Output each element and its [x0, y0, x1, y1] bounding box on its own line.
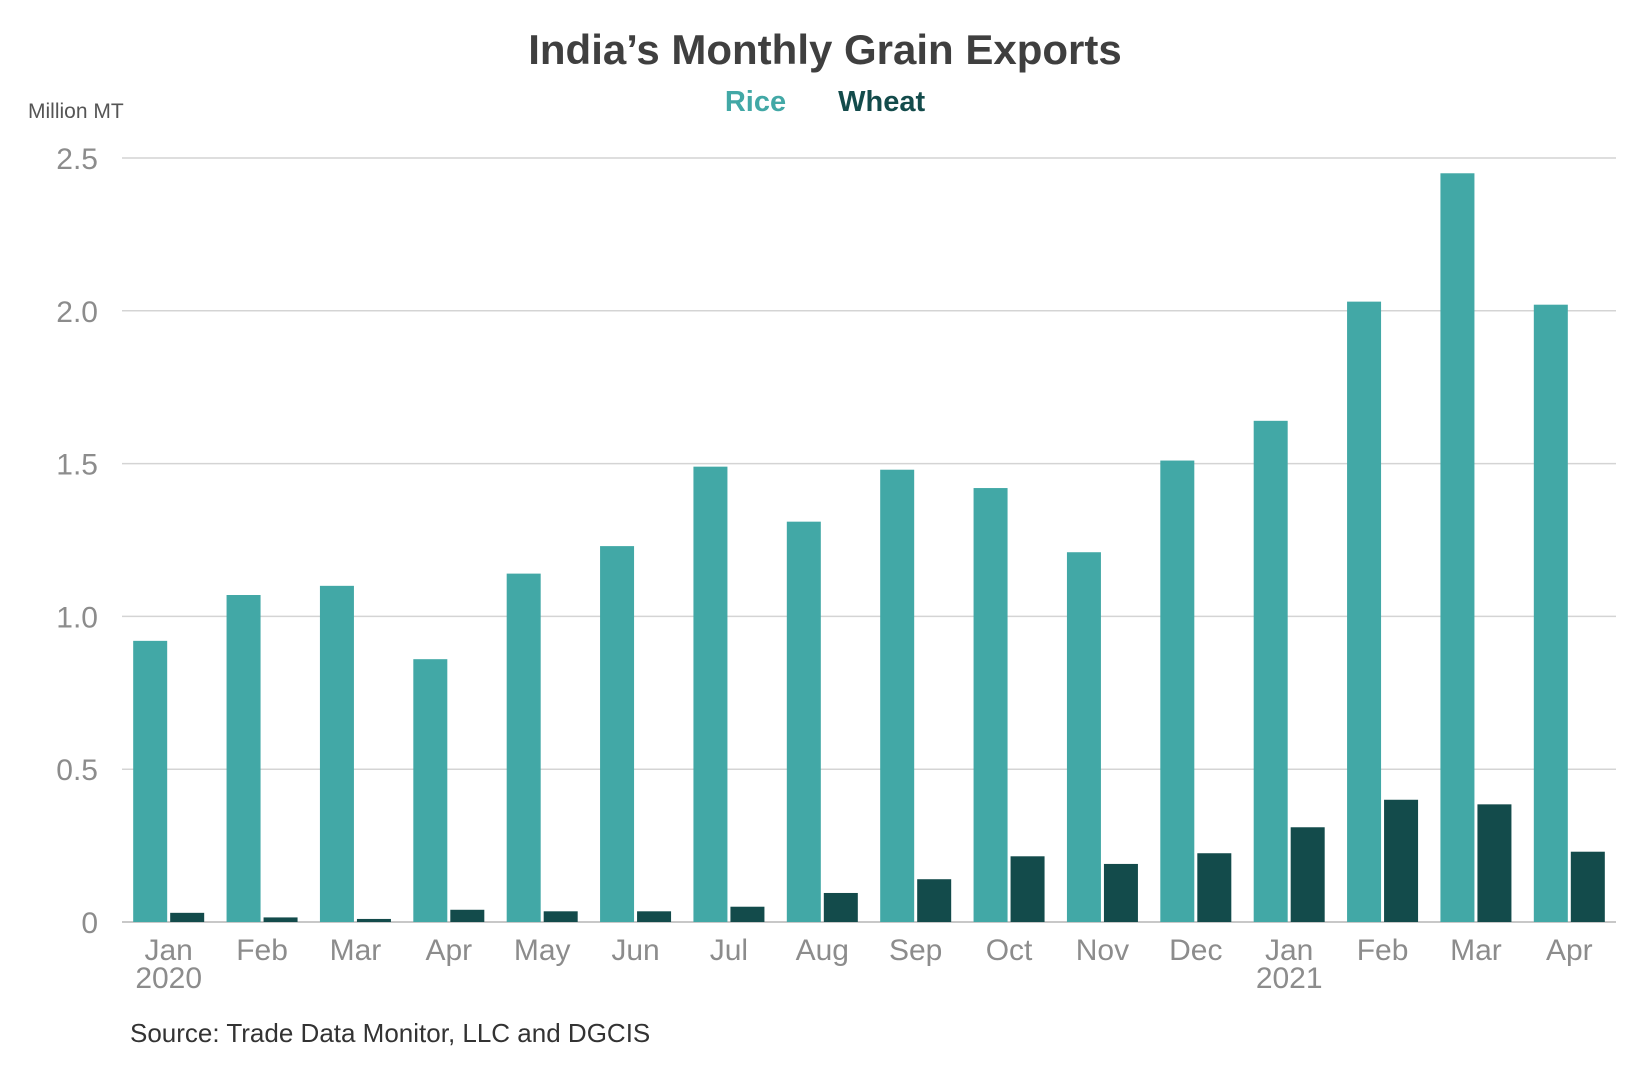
bar-wheat: [356, 918, 391, 922]
bar-rice: [880, 469, 915, 922]
bar-wheat: [263, 917, 298, 922]
bar-rice: [1533, 304, 1568, 922]
bar-rice: [133, 640, 168, 922]
x-tick-label: Feb: [236, 934, 288, 967]
y-tick-label: 2.0: [56, 296, 98, 329]
bar-wheat: [1010, 856, 1045, 922]
x-tick-label: Jul: [710, 934, 748, 967]
x-tick-label: May: [514, 934, 571, 967]
y-tick-label: 0.5: [56, 754, 98, 787]
x-tick-label: Aug: [796, 934, 849, 967]
bar-wheat: [1197, 853, 1232, 922]
bar-wheat: [637, 911, 672, 922]
bar-wheat: [170, 912, 205, 922]
x-tick-year-label: 2020: [135, 962, 202, 995]
y-axis-label: Million MT: [28, 100, 124, 123]
bar-rice: [973, 488, 1008, 922]
x-tick-label: Oct: [986, 934, 1033, 967]
bar-wheat: [1570, 851, 1605, 922]
legend: Rice Wheat: [0, 86, 1650, 119]
bars: [133, 173, 1605, 923]
x-tick-label: Jun: [611, 934, 659, 967]
bar-rice: [786, 521, 821, 922]
bar-wheat: [1103, 863, 1138, 922]
chart-title: India’s Monthly Grain Exports: [528, 26, 1122, 73]
x-tick-year-label: 2021: [1256, 962, 1323, 995]
x-tick-label: Mar: [330, 934, 382, 967]
bar-wheat: [1384, 799, 1419, 922]
x-tick-label: Feb: [1357, 934, 1409, 967]
x-tick-label: Nov: [1076, 934, 1129, 967]
y-tick-label: 1.5: [56, 449, 98, 482]
bar-wheat: [1477, 804, 1512, 922]
bar-rice: [600, 546, 635, 922]
bar-rice: [319, 585, 354, 922]
bar-wheat: [917, 879, 952, 922]
legend-rice: Rice: [724, 86, 787, 118]
x-tick-label: Mar: [1450, 934, 1502, 967]
bar-wheat: [543, 911, 578, 922]
bar-rice: [1440, 173, 1475, 922]
bar-rice: [226, 595, 261, 922]
bar-rice: [413, 659, 448, 922]
bar-rice: [1347, 301, 1382, 923]
y-tick-label: 1.0: [56, 601, 98, 634]
x-tick-label: Apr: [425, 934, 472, 967]
legend-wheat: Wheat: [838, 86, 926, 118]
source-note: Source: Trade Data Monitor, LLC and DGCI…: [130, 1018, 651, 1048]
bar-wheat: [730, 906, 765, 922]
bar-rice: [1160, 460, 1195, 922]
x-tick-label: Dec: [1169, 934, 1222, 967]
x-tick-label: Sep: [889, 934, 942, 967]
bar-wheat: [823, 892, 858, 922]
bar-rice: [1066, 552, 1101, 922]
x-tick-label: Jan: [1265, 934, 1313, 967]
bar-rice: [506, 573, 541, 922]
y-tick-label: 2.5: [56, 143, 98, 176]
x-tick-label: Apr: [1546, 934, 1593, 967]
y-tick-label: 0: [81, 907, 98, 940]
x-tick-label: Jan: [145, 934, 193, 967]
bar-rice: [693, 466, 728, 922]
bar-rice: [1253, 420, 1288, 922]
bar-wheat: [1290, 827, 1325, 922]
y-tick-labels: 0 0.5 1.0 1.5 2.0 2.5: [56, 143, 98, 940]
bar-wheat: [450, 909, 485, 922]
